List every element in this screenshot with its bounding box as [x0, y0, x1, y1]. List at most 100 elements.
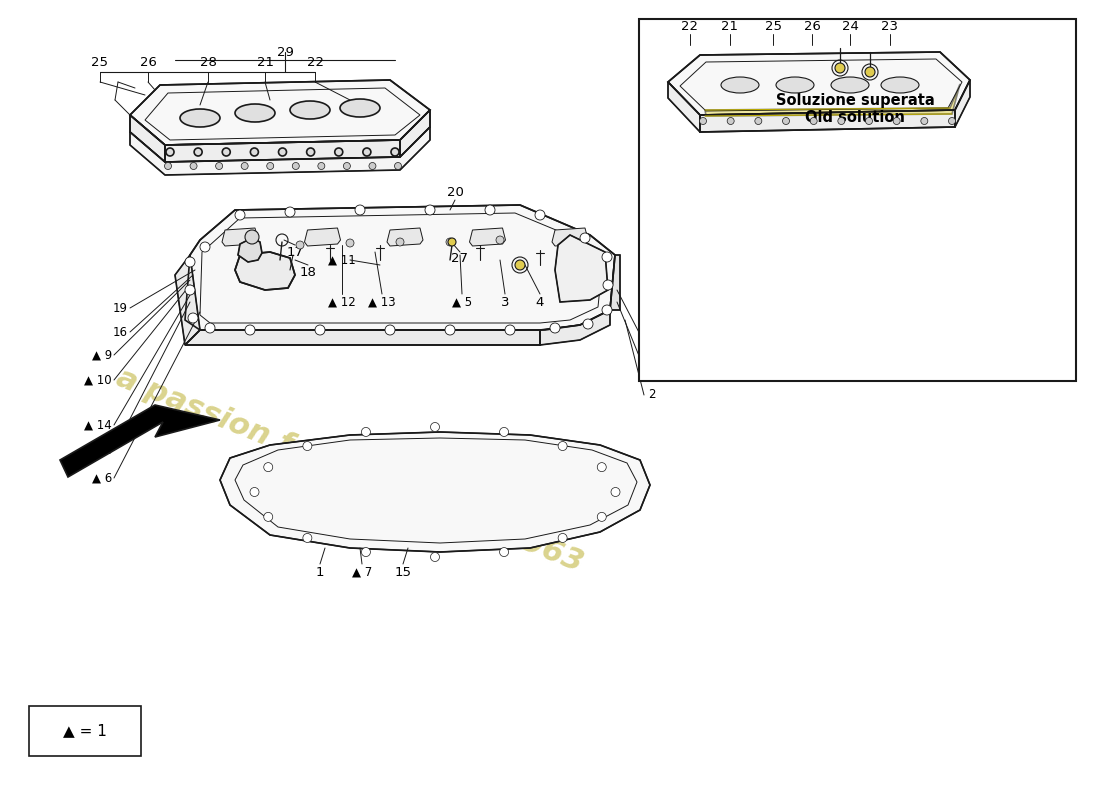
Circle shape	[446, 325, 455, 335]
Ellipse shape	[881, 77, 918, 93]
Polygon shape	[400, 110, 430, 157]
Circle shape	[505, 325, 515, 335]
Circle shape	[446, 238, 454, 246]
Circle shape	[893, 118, 900, 125]
Polygon shape	[130, 80, 430, 145]
Text: 3: 3	[500, 295, 509, 309]
Text: 21: 21	[722, 19, 738, 33]
Circle shape	[425, 205, 435, 215]
Circle shape	[194, 148, 202, 156]
Text: 4: 4	[536, 295, 544, 309]
Text: ▲ 13: ▲ 13	[368, 295, 396, 309]
Circle shape	[448, 238, 456, 246]
Circle shape	[602, 252, 612, 262]
Text: ▲ 11: ▲ 11	[328, 254, 356, 266]
Text: ▲ 7: ▲ 7	[352, 566, 372, 578]
Circle shape	[835, 63, 845, 73]
Circle shape	[251, 148, 258, 156]
Polygon shape	[955, 80, 970, 127]
Polygon shape	[387, 228, 424, 246]
Ellipse shape	[720, 77, 759, 93]
Polygon shape	[130, 115, 165, 162]
Polygon shape	[165, 140, 400, 162]
Circle shape	[222, 148, 230, 156]
Polygon shape	[235, 252, 295, 290]
Circle shape	[190, 162, 197, 170]
Circle shape	[362, 547, 371, 557]
Circle shape	[430, 553, 440, 562]
Ellipse shape	[830, 77, 869, 93]
Circle shape	[362, 427, 371, 437]
Circle shape	[782, 118, 790, 125]
Circle shape	[700, 118, 706, 125]
Ellipse shape	[340, 99, 379, 117]
Circle shape	[264, 512, 273, 522]
Circle shape	[188, 313, 198, 323]
Polygon shape	[60, 405, 220, 477]
Circle shape	[727, 118, 734, 125]
Polygon shape	[185, 330, 540, 345]
Circle shape	[866, 118, 872, 125]
Text: Old solution: Old solution	[805, 110, 905, 126]
Circle shape	[558, 442, 568, 450]
Circle shape	[921, 118, 927, 125]
Text: 2: 2	[648, 389, 656, 402]
Text: 15: 15	[395, 566, 411, 578]
Circle shape	[315, 325, 324, 335]
Circle shape	[583, 319, 593, 329]
Text: 7 ▲: 7 ▲	[648, 362, 669, 374]
Circle shape	[241, 162, 249, 170]
Circle shape	[318, 162, 324, 170]
Circle shape	[948, 118, 956, 125]
Text: ▲ 14: ▲ 14	[85, 418, 112, 431]
FancyBboxPatch shape	[639, 19, 1076, 381]
Circle shape	[302, 534, 312, 542]
Text: ▲ 10: ▲ 10	[85, 374, 112, 386]
Circle shape	[245, 325, 255, 335]
Text: 18: 18	[299, 266, 317, 278]
Polygon shape	[175, 255, 200, 345]
Ellipse shape	[235, 104, 275, 122]
Circle shape	[368, 162, 376, 170]
Circle shape	[395, 162, 402, 170]
Circle shape	[602, 305, 612, 315]
Circle shape	[535, 210, 544, 220]
Circle shape	[496, 236, 504, 244]
Circle shape	[838, 118, 845, 125]
Circle shape	[499, 547, 508, 557]
Circle shape	[865, 67, 874, 77]
Polygon shape	[470, 228, 506, 246]
Circle shape	[266, 162, 274, 170]
Circle shape	[302, 442, 312, 450]
Text: ▲ 9: ▲ 9	[91, 349, 112, 362]
Circle shape	[346, 239, 354, 247]
Text: a passion for cars since 1963: a passion for cars since 1963	[112, 362, 587, 578]
Circle shape	[610, 487, 620, 497]
Text: 28: 28	[199, 55, 217, 69]
Circle shape	[515, 260, 525, 270]
Text: 19: 19	[113, 302, 128, 314]
Circle shape	[307, 148, 315, 156]
Text: 26: 26	[804, 19, 821, 33]
Ellipse shape	[180, 109, 220, 127]
Text: 27: 27	[451, 251, 469, 265]
Circle shape	[185, 285, 195, 295]
Text: ▲ = 1: ▲ = 1	[63, 723, 107, 738]
Text: ▲ 5: ▲ 5	[452, 295, 472, 309]
Circle shape	[396, 238, 404, 246]
Circle shape	[166, 148, 174, 156]
Circle shape	[264, 462, 273, 472]
Circle shape	[235, 210, 245, 220]
Circle shape	[334, 148, 343, 156]
Circle shape	[385, 325, 395, 335]
Circle shape	[165, 162, 172, 170]
Circle shape	[185, 257, 195, 267]
Polygon shape	[130, 127, 430, 175]
Circle shape	[390, 148, 399, 156]
Polygon shape	[552, 228, 589, 246]
Text: Soluzione superata: Soluzione superata	[776, 93, 934, 107]
Circle shape	[550, 323, 560, 333]
Circle shape	[811, 118, 817, 125]
Circle shape	[216, 162, 222, 170]
Text: 17: 17	[286, 246, 304, 258]
